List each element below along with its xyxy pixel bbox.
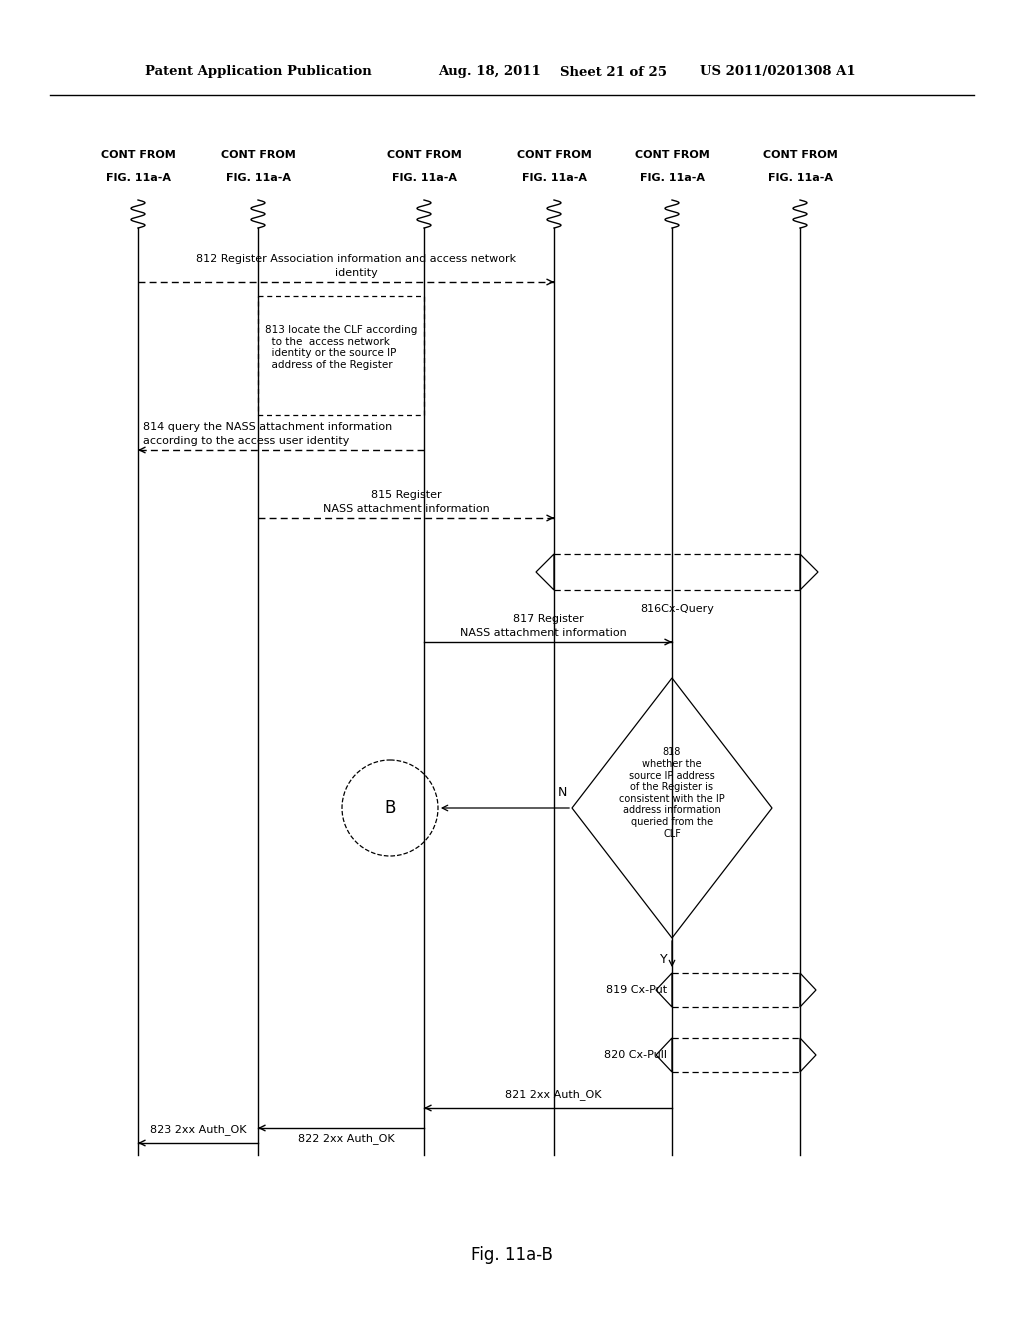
Text: according to the access user identity: according to the access user identity bbox=[143, 436, 349, 446]
Text: Patent Application Publication: Patent Application Publication bbox=[145, 66, 372, 78]
Text: 813 locate the CLF according
  to the  access network
  identity or the source I: 813 locate the CLF according to the acce… bbox=[265, 325, 417, 370]
Text: FIG. 11a-A: FIG. 11a-A bbox=[521, 173, 587, 183]
Text: 816Cx-Query: 816Cx-Query bbox=[640, 605, 714, 614]
Text: B: B bbox=[384, 799, 395, 817]
Text: FIG. 11a-A: FIG. 11a-A bbox=[640, 173, 705, 183]
Text: Fig. 11a-B: Fig. 11a-B bbox=[471, 1246, 553, 1265]
Text: CONT FROM: CONT FROM bbox=[635, 150, 710, 160]
Text: Aug. 18, 2011: Aug. 18, 2011 bbox=[438, 66, 541, 78]
Text: CONT FROM: CONT FROM bbox=[763, 150, 838, 160]
Text: 812 Register Association information and access network: 812 Register Association information and… bbox=[196, 253, 516, 264]
Text: 823 2xx Auth_OK: 823 2xx Auth_OK bbox=[150, 1125, 246, 1135]
Text: FIG. 11a-A: FIG. 11a-A bbox=[225, 173, 291, 183]
Text: N: N bbox=[558, 787, 567, 800]
Text: NASS attachment information: NASS attachment information bbox=[323, 504, 489, 513]
Text: CONT FROM: CONT FROM bbox=[387, 150, 462, 160]
Text: US 2011/0201308 A1: US 2011/0201308 A1 bbox=[700, 66, 856, 78]
Text: 818
whether the
source IP address
of the Register is
consistent with the IP
addr: 818 whether the source IP address of the… bbox=[620, 747, 725, 838]
Text: identity: identity bbox=[335, 268, 378, 279]
Text: Sheet 21 of 25: Sheet 21 of 25 bbox=[560, 66, 667, 78]
Text: CONT FROM: CONT FROM bbox=[517, 150, 592, 160]
Text: Y: Y bbox=[660, 953, 668, 966]
Text: 817 Register: 817 Register bbox=[513, 614, 584, 624]
Text: FIG. 11a-A: FIG. 11a-A bbox=[768, 173, 833, 183]
Text: 819 Cx-Put: 819 Cx-Put bbox=[606, 985, 667, 995]
Text: 815 Register: 815 Register bbox=[371, 490, 441, 500]
Text: CONT FROM: CONT FROM bbox=[100, 150, 175, 160]
Text: 821 2xx Auth_OK: 821 2xx Auth_OK bbox=[505, 1089, 601, 1100]
Text: 814 query the NASS attachment information: 814 query the NASS attachment informatio… bbox=[143, 422, 392, 432]
Text: FIG. 11a-A: FIG. 11a-A bbox=[391, 173, 457, 183]
Text: 822 2xx Auth_OK: 822 2xx Auth_OK bbox=[298, 1133, 394, 1144]
Text: FIG. 11a-A: FIG. 11a-A bbox=[105, 173, 171, 183]
Text: 820 Cx-Pull: 820 Cx-Pull bbox=[604, 1049, 667, 1060]
Text: CONT FROM: CONT FROM bbox=[220, 150, 295, 160]
Text: NASS attachment information: NASS attachment information bbox=[460, 628, 627, 638]
